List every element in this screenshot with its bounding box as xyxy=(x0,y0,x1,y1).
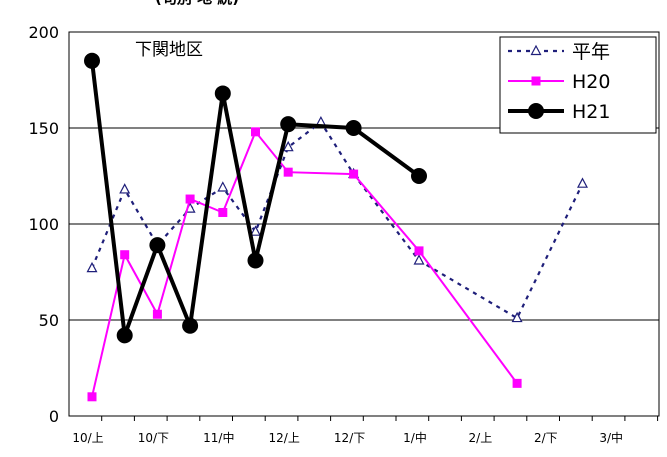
data-point xyxy=(530,44,542,56)
top-caption: (旬別 地 続) xyxy=(155,0,239,7)
data-point xyxy=(218,207,228,217)
legend: 平年 H20 H21 xyxy=(499,36,657,134)
y-tick-label: 200 xyxy=(28,23,59,42)
data-point xyxy=(413,254,425,265)
data-point xyxy=(531,76,541,86)
data-point xyxy=(283,167,293,177)
legend-box xyxy=(499,36,657,134)
chart-title: 下関地区 xyxy=(135,40,203,60)
y-tick-label: 50 xyxy=(39,311,59,330)
data-point xyxy=(152,309,162,319)
x-tick-label: 12/上 xyxy=(269,431,300,445)
data-point xyxy=(577,177,588,188)
data-point xyxy=(84,52,100,69)
series-3 xyxy=(84,52,427,344)
data-point xyxy=(411,168,427,184)
x-tick-label: 12/下 xyxy=(334,431,365,445)
data-point xyxy=(528,103,544,119)
data-point xyxy=(120,250,130,260)
x-tick-label: 11/中 xyxy=(203,430,234,445)
legend-label: H21 xyxy=(572,101,610,123)
x-tick-label: 10/上 xyxy=(72,431,103,445)
data-point xyxy=(116,327,133,344)
data-point xyxy=(87,392,97,402)
data-point xyxy=(511,311,523,323)
data-point xyxy=(345,120,362,136)
data-point xyxy=(282,140,294,152)
data-point xyxy=(512,378,522,388)
data-point xyxy=(185,194,195,204)
data-point xyxy=(149,237,166,254)
data-point xyxy=(250,225,261,236)
data-point xyxy=(214,85,231,102)
legend-label: H20 xyxy=(572,71,610,93)
data-point xyxy=(182,317,199,334)
data-point xyxy=(280,116,297,133)
data-point xyxy=(414,246,424,256)
x-tick-label: 2/下 xyxy=(534,431,558,445)
data-point xyxy=(251,127,260,137)
legend-label: 平年 xyxy=(572,41,610,63)
y-tick-label: 0 xyxy=(49,407,59,426)
x-tick-label: 1/中 xyxy=(403,430,427,445)
data-point xyxy=(119,183,131,194)
y-tick-label: 100 xyxy=(28,215,59,234)
series-line xyxy=(90,120,584,320)
y-tick-label: 150 xyxy=(28,119,59,138)
x-tick-label: 10/下 xyxy=(138,431,169,445)
data-point xyxy=(349,169,359,179)
x-tick-label: 2/上 xyxy=(469,431,493,445)
data-point xyxy=(217,181,229,192)
data-point xyxy=(86,261,98,273)
data-point xyxy=(247,252,264,269)
x-tick-label: 3/中 xyxy=(599,430,623,445)
